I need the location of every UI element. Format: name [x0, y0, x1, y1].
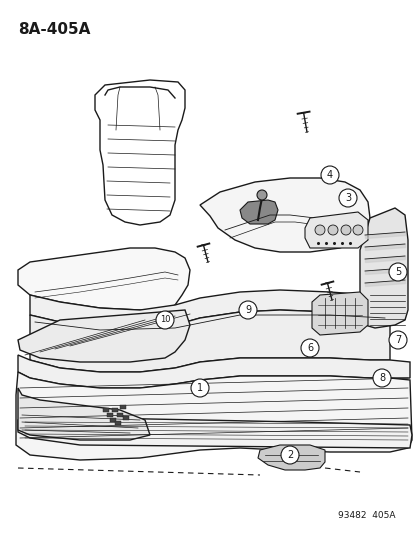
Polygon shape — [18, 355, 409, 388]
FancyBboxPatch shape — [107, 413, 113, 417]
Circle shape — [300, 339, 318, 357]
Polygon shape — [359, 208, 407, 328]
Polygon shape — [18, 388, 150, 440]
Polygon shape — [30, 310, 389, 372]
Circle shape — [156, 311, 173, 329]
Circle shape — [338, 189, 356, 207]
Polygon shape — [199, 178, 369, 252]
Text: 4: 4 — [326, 170, 332, 180]
FancyBboxPatch shape — [117, 413, 123, 417]
Polygon shape — [311, 292, 367, 335]
Text: 8A-405A: 8A-405A — [18, 22, 90, 37]
FancyBboxPatch shape — [120, 405, 126, 409]
Text: 2: 2 — [286, 450, 292, 460]
Circle shape — [340, 225, 350, 235]
Circle shape — [238, 301, 256, 319]
Circle shape — [388, 331, 406, 349]
Polygon shape — [18, 310, 190, 362]
Circle shape — [320, 166, 338, 184]
Text: 7: 7 — [394, 335, 400, 345]
Circle shape — [372, 369, 390, 387]
Text: 1: 1 — [197, 383, 202, 393]
FancyBboxPatch shape — [123, 416, 129, 420]
Text: 3: 3 — [344, 193, 350, 203]
Circle shape — [256, 190, 266, 200]
FancyBboxPatch shape — [115, 421, 121, 425]
Polygon shape — [304, 212, 367, 248]
FancyBboxPatch shape — [110, 418, 116, 422]
Polygon shape — [16, 372, 411, 460]
Text: 5: 5 — [394, 267, 400, 277]
Polygon shape — [30, 290, 389, 330]
Polygon shape — [257, 445, 324, 470]
Circle shape — [388, 263, 406, 281]
Polygon shape — [18, 418, 411, 448]
Circle shape — [314, 225, 324, 235]
Polygon shape — [18, 248, 190, 310]
Circle shape — [190, 379, 209, 397]
Circle shape — [280, 446, 298, 464]
FancyBboxPatch shape — [112, 408, 118, 412]
Text: 6: 6 — [306, 343, 312, 353]
Text: 10: 10 — [159, 316, 170, 325]
Polygon shape — [240, 200, 277, 224]
Text: 93482  405A: 93482 405A — [338, 511, 395, 520]
Text: 9: 9 — [244, 305, 250, 315]
Text: 8: 8 — [378, 373, 384, 383]
FancyBboxPatch shape — [103, 408, 109, 412]
Circle shape — [352, 225, 362, 235]
Circle shape — [327, 225, 337, 235]
